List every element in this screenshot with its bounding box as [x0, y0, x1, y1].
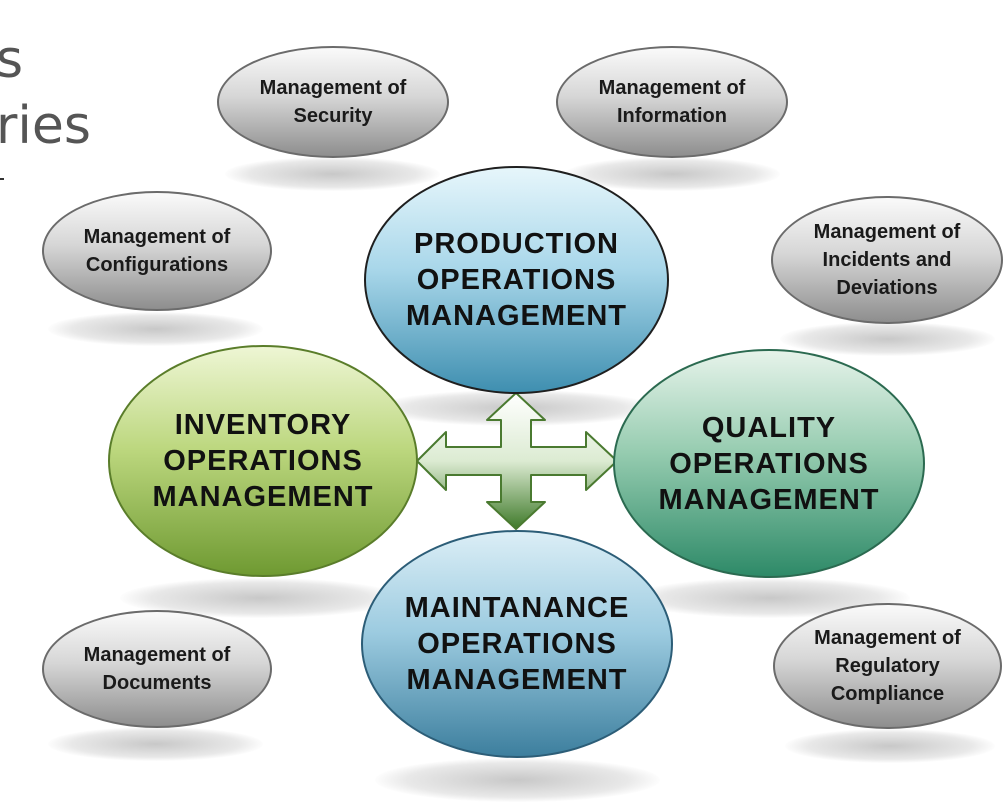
slide-title-line-1: s — [0, 30, 24, 90]
shadow-compliance — [785, 729, 995, 763]
shadow-configurations — [48, 312, 263, 346]
label-inventory-operations-management: INVENTORY OPERATIONS MANAGEMENT — [152, 409, 374, 513]
oval-management-of-information: Management of Information — [556, 46, 788, 158]
oval-management-of-documents: Management of Documents — [42, 610, 272, 728]
oval-management-of-security: Management of Security — [217, 46, 449, 158]
shadow-maintenance — [375, 758, 660, 802]
oval-management-of-incidents-and-deviations: Management of Incidents and Deviations — [771, 196, 1003, 324]
label-management-of-incidents-and-deviations: Management of Incidents and Deviations — [813, 221, 961, 299]
label-management-of-documents: Management of Documents — [83, 644, 231, 694]
arrow-shape — [416, 392, 618, 530]
slide-title-line-2: ries — [0, 96, 91, 156]
title-bullet-mark — [0, 178, 4, 180]
shadow-incidents — [780, 322, 995, 356]
label-management-of-security: Management of Security — [259, 77, 407, 127]
label-management-of-information: Management of Information — [598, 77, 746, 127]
shadow-security — [225, 157, 440, 191]
oval-maintanance-operations-management: MAINTANANCE OPERATIONS MANAGEMENT — [361, 530, 673, 758]
shadow-documents — [48, 727, 263, 761]
label-maintanance-operations-management: MAINTANANCE OPERATIONS MANAGEMENT — [404, 592, 630, 696]
label-quality-operations-management: QUALITY OPERATIONS MANAGEMENT — [658, 411, 880, 516]
oval-management-of-regulatory-compliance: Management of Regulatory Compliance — [773, 603, 1002, 729]
oval-management-of-configurations: Management of Configurations — [42, 191, 272, 311]
oval-inventory-operations-management: INVENTORY OPERATIONS MANAGEMENT — [108, 345, 418, 577]
label-management-of-regulatory-compliance: Management of Regulatory Compliance — [814, 627, 961, 705]
oval-quality-operations-management: QUALITY OPERATIONS MANAGEMENT — [613, 349, 925, 578]
label-management-of-configurations: Management of Configurations — [83, 226, 231, 276]
label-production-operations-management: PRODUCTION OPERATIONS MANAGEMENT — [405, 228, 628, 332]
oval-production-operations-management: PRODUCTION OPERATIONS MANAGEMENT — [364, 166, 669, 394]
